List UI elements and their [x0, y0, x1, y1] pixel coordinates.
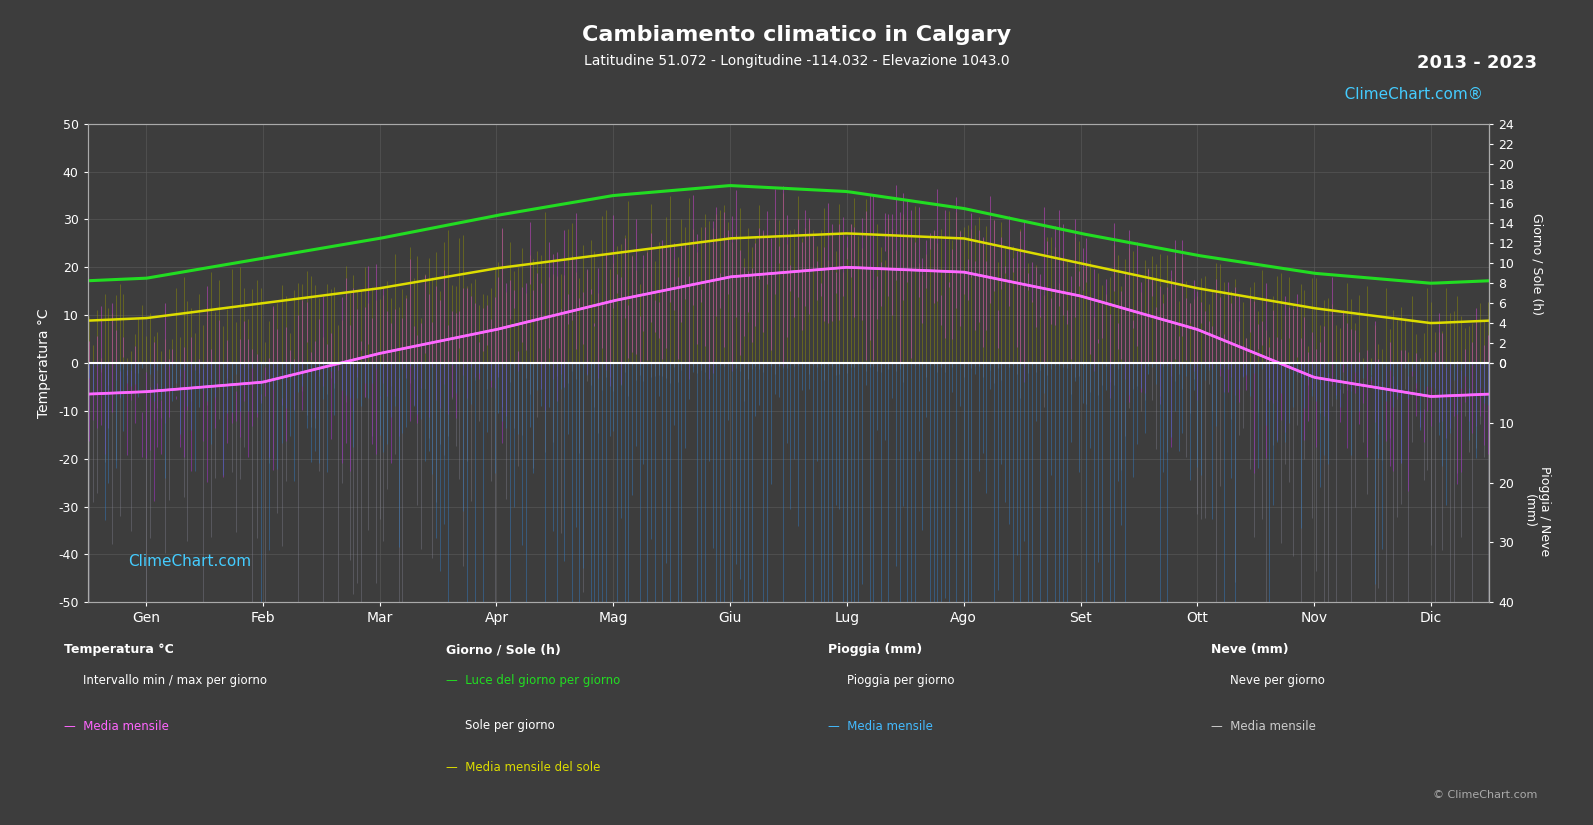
Text: Latitudine 51.072 - Longitudine -114.032 - Elevazione 1043.0: Latitudine 51.072 - Longitudine -114.032… — [583, 54, 1010, 68]
Text: ClimeChart.com®: ClimeChart.com® — [1330, 87, 1483, 101]
Text: —  Media mensile: — Media mensile — [64, 719, 169, 733]
Y-axis label: Temperatura °C: Temperatura °C — [37, 309, 51, 417]
Text: © ClimeChart.com: © ClimeChart.com — [1432, 790, 1537, 800]
Text: —  Media mensile: — Media mensile — [1211, 719, 1316, 733]
Text: Sole per giorno: Sole per giorno — [465, 719, 554, 733]
Text: —  Luce del giorno per giorno: — Luce del giorno per giorno — [446, 674, 620, 687]
Text: Giorno / Sole (h): Giorno / Sole (h) — [1531, 213, 1544, 315]
Text: 2013 - 2023: 2013 - 2023 — [1418, 54, 1537, 72]
Text: ClimeChart.com: ClimeChart.com — [129, 554, 252, 568]
Text: Neve per giorno: Neve per giorno — [1230, 674, 1325, 687]
Text: Pioggia per giorno: Pioggia per giorno — [847, 674, 954, 687]
Text: Cambiamento climatico in Calgary: Cambiamento climatico in Calgary — [581, 25, 1012, 45]
Text: —  Media mensile: — Media mensile — [828, 719, 933, 733]
Text: Pioggia / Neve
(mm): Pioggia / Neve (mm) — [1523, 466, 1552, 557]
Text: —  Media mensile del sole: — Media mensile del sole — [446, 761, 601, 774]
Text: Giorno / Sole (h): Giorno / Sole (h) — [446, 644, 561, 657]
Text: Temperatura °C: Temperatura °C — [64, 644, 174, 657]
Text: Intervallo min / max per giorno: Intervallo min / max per giorno — [83, 674, 268, 687]
Text: Neve (mm): Neve (mm) — [1211, 644, 1289, 657]
Text: Pioggia (mm): Pioggia (mm) — [828, 644, 922, 657]
